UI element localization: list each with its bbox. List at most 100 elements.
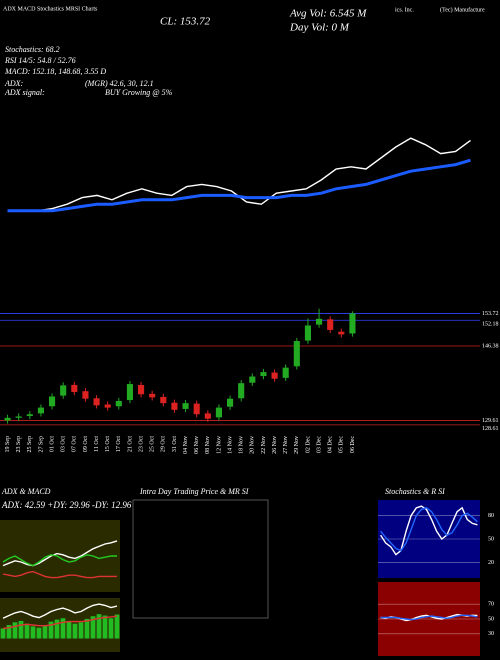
level-label: 129.61: [482, 418, 499, 424]
x-tick-label: 22 Nov: [261, 436, 267, 454]
macd-bar: [0, 628, 6, 639]
intraday-frame: [132, 499, 269, 619]
x-tick-label: 04 Dec: [328, 436, 334, 453]
candle-body: [37, 407, 44, 414]
macd-bar: [78, 622, 84, 639]
panel-background: [0, 520, 120, 592]
x-tick-label: 25 Oct: [150, 436, 156, 452]
macd-bar: [6, 625, 12, 639]
macd-bar: [102, 615, 108, 639]
series-line: [2, 603, 118, 619]
x-tick-label: 03 Oct: [61, 436, 67, 452]
panel-title: Intra Day Trading Price & MR SI: [139, 487, 249, 496]
x-tick-label: 08 Nov: [205, 436, 211, 454]
y-tick-label: 70: [488, 602, 494, 608]
x-tick-label: 27 Sep: [38, 436, 44, 453]
x-tick-label: 12 Nov: [216, 436, 222, 454]
x-tick-label: 25 Sep: [27, 436, 33, 453]
header-close: CL: 153.72: [160, 16, 211, 28]
x-tick-label: 14 Nov: [227, 436, 233, 454]
candle-body: [316, 318, 323, 325]
series-line: [380, 505, 478, 556]
x-tick-label: 20 Nov: [250, 436, 256, 454]
header-company: ics. Inc.: [395, 7, 414, 13]
header-sector: (Tec) Manufacture: [440, 6, 485, 13]
macd-bar: [30, 626, 36, 639]
y-tick-label: 80: [488, 513, 494, 519]
candle-body: [71, 384, 78, 393]
candle-body: [15, 416, 22, 418]
candle-body: [338, 331, 345, 335]
candle-body: [60, 385, 67, 396]
x-tick-label: 31 Oct: [172, 436, 178, 452]
candle-body: [193, 403, 200, 415]
x-tick-label: 01 Oct: [49, 436, 55, 452]
candle-body: [227, 398, 234, 407]
macd-bar: [96, 614, 102, 639]
candle-body: [260, 372, 267, 377]
panel-title: Stochastics & R SI: [385, 487, 445, 496]
header-stochastics: Stochastics: 68.2: [5, 45, 60, 54]
candle-body: [49, 396, 56, 407]
x-tick-label: 19 Sep: [5, 436, 11, 453]
x-tick-label: 09 Oct: [83, 436, 89, 452]
x-tick-label: 23 Oct: [138, 436, 144, 452]
macd-bar: [72, 623, 78, 639]
header-adx: ADX:: [4, 79, 24, 88]
macd-bar: [60, 618, 66, 639]
header-adx-values: (MGR) 42.6, 30, 12.1: [85, 79, 154, 88]
panel-subtitle: ADX: 42.59 +DY: 29.96 -DY: 12.96: [1, 500, 132, 510]
x-tick-label: 06 Nov: [194, 436, 200, 454]
series-line: [380, 614, 478, 621]
header-top: ADX MACD Stochastics MRSI Charts: [3, 6, 98, 12]
level-label: 153.72: [482, 311, 499, 317]
x-tick-label: 18 Nov: [239, 436, 245, 454]
candle-body: [26, 414, 33, 417]
candle-body: [171, 402, 178, 410]
macd-bar: [12, 622, 18, 639]
candle-body: [249, 376, 256, 383]
candle-body: [149, 393, 156, 398]
candle-body: [327, 319, 334, 330]
macd-bar: [108, 618, 114, 639]
series-line: [2, 554, 117, 567]
x-tick-label: 29 Oct: [161, 436, 167, 452]
candle-body: [271, 372, 278, 379]
series-line: [2, 540, 118, 567]
candle-body: [160, 396, 167, 404]
x-tick-label: 23 Sep: [16, 436, 22, 453]
macd-bar: [66, 620, 72, 639]
series-line: [2, 615, 118, 630]
candle-body: [238, 383, 245, 399]
x-tick-label: 21 Oct: [127, 436, 133, 452]
header-day-vol: Day Vol: 0 M: [289, 22, 350, 34]
x-tick-label: 27 Nov: [283, 436, 289, 454]
candle-body: [182, 403, 189, 409]
x-tick-label: 15 Oct: [105, 436, 111, 452]
candle-body: [204, 413, 211, 419]
candle-body: [4, 417, 11, 421]
x-tick-label: 06 Dec: [350, 436, 356, 453]
macd-bar: [90, 616, 96, 639]
macd-bar: [42, 625, 48, 639]
candle-body: [93, 398, 100, 406]
x-tick-label: 02 Dec: [305, 436, 311, 453]
series-line: [380, 507, 478, 552]
x-tick-label: 11 Oct: [94, 436, 100, 452]
candle-body: [138, 384, 145, 395]
y-tick-label: 50: [488, 616, 494, 622]
x-tick-label: 07 Oct: [72, 436, 78, 452]
macd-bar: [84, 618, 90, 639]
level-label: 152.18: [482, 322, 499, 328]
candle-body: [115, 400, 122, 407]
candle-body: [215, 407, 222, 418]
candle-body: [282, 367, 289, 378]
x-tick-label: 04 Nov: [183, 436, 189, 454]
header-signal: BUY Growing @ 5%: [105, 88, 173, 97]
header-macd: MACD: 152.18, 148.68, 3.55 D: [4, 67, 106, 76]
candle-body: [126, 384, 133, 401]
y-tick-label: 20: [488, 560, 494, 566]
x-tick-label: 17 Oct: [116, 436, 122, 452]
